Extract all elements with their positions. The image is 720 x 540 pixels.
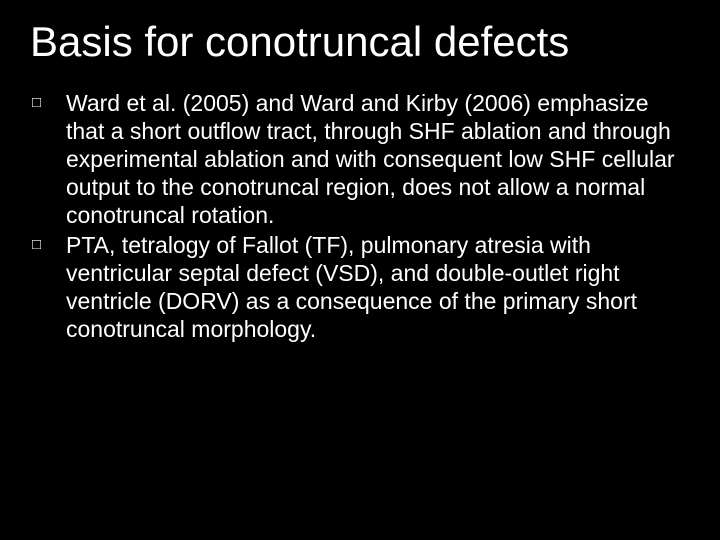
slide: Basis for conotruncal defects □ Ward et … bbox=[0, 0, 720, 540]
bullet-item: □ Ward et al. (2005) and Ward and Kirby … bbox=[30, 89, 680, 229]
bullet-marker-icon: □ bbox=[30, 89, 66, 117]
slide-title: Basis for conotruncal defects bbox=[30, 18, 680, 65]
bullet-marker-icon: □ bbox=[30, 231, 66, 259]
bullet-item: □ PTA, tetralogy of Fallot (TF), pulmona… bbox=[30, 231, 680, 343]
slide-body: □ Ward et al. (2005) and Ward and Kirby … bbox=[30, 89, 680, 343]
bullet-text: Ward et al. (2005) and Ward and Kirby (2… bbox=[66, 89, 680, 229]
bullet-text: PTA, tetralogy of Fallot (TF), pulmonary… bbox=[66, 231, 680, 343]
